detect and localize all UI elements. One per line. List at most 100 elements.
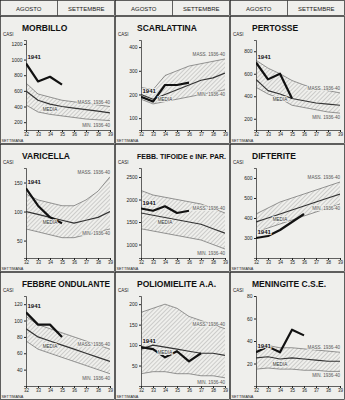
series-line — [26, 316, 110, 349]
x-tick-label: 33 — [36, 132, 42, 137]
y-tick: 400 — [244, 93, 256, 99]
panel-frame — [1, 17, 115, 144]
y-tick-label: 800 — [14, 72, 23, 78]
x-tick: 34 — [48, 386, 54, 393]
y-tick: 50 — [17, 238, 26, 244]
y-tick: 400 — [14, 104, 26, 110]
y-tick-mark — [139, 366, 141, 367]
month-label: SETTEMBRE — [298, 6, 335, 12]
y-tick: 200 — [129, 92, 141, 98]
x-tick: 35 — [175, 386, 181, 393]
x-tick: 37 — [314, 258, 320, 265]
x-axis: 3233343536373839 — [24, 258, 114, 265]
x-tick: 35 — [290, 386, 296, 393]
series-label: 1941 — [258, 229, 272, 235]
series-label: MIN. 1936-40 — [312, 115, 340, 120]
x-tick: 33 — [151, 386, 157, 393]
y-tick-mark — [24, 304, 26, 305]
x-tick-label: 38 — [326, 260, 332, 265]
y-tick-mark — [254, 198, 256, 199]
x-tick: 33 — [266, 386, 272, 393]
header-frame — [116, 1, 230, 16]
x-tick-label: 34 — [278, 388, 284, 393]
panel: MORBILLOCASISETTIMANA2004006008001000120… — [1, 17, 115, 144]
x-tick-label: 32 — [139, 260, 145, 265]
y-tick: 300 — [129, 68, 141, 74]
y-tick: 1000 — [11, 57, 26, 63]
x-tick: 32 — [139, 130, 145, 137]
x-tick: 38 — [211, 130, 217, 137]
y-axis-title: CASI — [233, 32, 244, 37]
series-label: MASS. 1936-40 — [78, 170, 111, 175]
series-line — [26, 212, 110, 224]
series-label: MASS. 1936-40 — [308, 175, 341, 180]
series-label: 1941 — [28, 54, 42, 60]
figure: AGOSTOSETTEMBREAGOSTOSETTEMBREAGOSTOSETT… — [0, 0, 345, 400]
chart-title: PERTOSSE — [252, 23, 298, 33]
x-tick: 36 — [187, 130, 193, 137]
y-axis-title: CASI — [233, 160, 244, 165]
y-tick-mark — [254, 51, 256, 52]
panel: FEBB. TIFOIDE e INF. PAR.CASISETTIMANA10… — [116, 145, 230, 272]
x-tick: 36 — [72, 258, 78, 265]
y-axis-title: CASI — [118, 288, 129, 293]
x-tick: 33 — [36, 130, 42, 137]
y-tick-mark — [24, 44, 26, 45]
x-tick-label: 38 — [326, 388, 332, 393]
y-tick: 200 — [14, 119, 26, 125]
y-axis: 20406080 — [247, 293, 257, 386]
x-tick: 35 — [60, 386, 66, 393]
y-axis-line — [254, 169, 257, 259]
header-frame — [231, 1, 345, 16]
series-line — [141, 304, 225, 329]
x-tick: 33 — [266, 258, 272, 265]
series-line — [26, 63, 62, 84]
panel-frame — [231, 145, 345, 272]
series-labels: MASS. 1936-40MIN. 1936-40MEDIA1941 — [258, 343, 341, 378]
panel: VARICELLACASISETTIMANA501001503233343536… — [1, 145, 115, 272]
y-tick-label: 80 — [247, 293, 253, 299]
x-tick: 38 — [326, 130, 332, 137]
series-line — [26, 329, 110, 362]
y-tick: 100 — [14, 318, 26, 324]
series-labels: MASS. 1936-40MIN. 1936-40MEDIA1941 — [143, 322, 226, 385]
x-axis-title: SETTIMANA — [117, 395, 139, 399]
series-line — [141, 83, 189, 102]
y-axis-line — [24, 297, 27, 387]
plot-area: 4060801001203233343536373839MASS. 1936-4… — [14, 297, 113, 394]
x-tick-label: 32 — [139, 132, 145, 137]
x-axis-title: SETTIMANA — [2, 139, 24, 143]
month-label: AGOSTO — [16, 6, 42, 12]
y-tick-mark — [254, 119, 256, 120]
x-tick-label: 37 — [314, 132, 320, 137]
marks — [26, 177, 110, 238]
series-line — [26, 229, 110, 238]
y-tick-label: 400 — [244, 215, 253, 221]
x-tick-label: 35 — [60, 132, 66, 137]
y-tick-label: 100 — [14, 209, 23, 215]
x-tick-label: 34 — [48, 388, 54, 393]
x-tick: 33 — [36, 386, 42, 393]
x-tick-label: 39 — [108, 260, 114, 265]
y-axis-title: CASI — [3, 32, 14, 37]
x-tick: 34 — [48, 130, 54, 137]
series-label: MASS. 1936-40 — [193, 322, 226, 327]
y-tick-mark — [254, 96, 256, 97]
series-label: MIN. 1936-40 — [197, 251, 225, 256]
y-tick: 50 — [132, 363, 141, 369]
y-tick-label: 1000 — [126, 242, 137, 248]
marks — [141, 304, 225, 378]
series-label: MEDIA — [43, 107, 58, 112]
panel-frame — [116, 145, 230, 272]
x-tick-label: 32 — [254, 132, 260, 137]
x-tick: 35 — [175, 258, 181, 265]
y-tick-mark — [24, 353, 26, 354]
panel-frame — [231, 17, 345, 144]
series-line — [26, 91, 110, 113]
series-label: 1941 — [143, 88, 157, 94]
x-tick-label: 34 — [278, 132, 284, 137]
y-axis: 50100150 — [14, 169, 26, 259]
x-tick-label: 36 — [302, 132, 308, 137]
x-tick: 39 — [223, 258, 229, 265]
panel-frame — [116, 17, 230, 144]
